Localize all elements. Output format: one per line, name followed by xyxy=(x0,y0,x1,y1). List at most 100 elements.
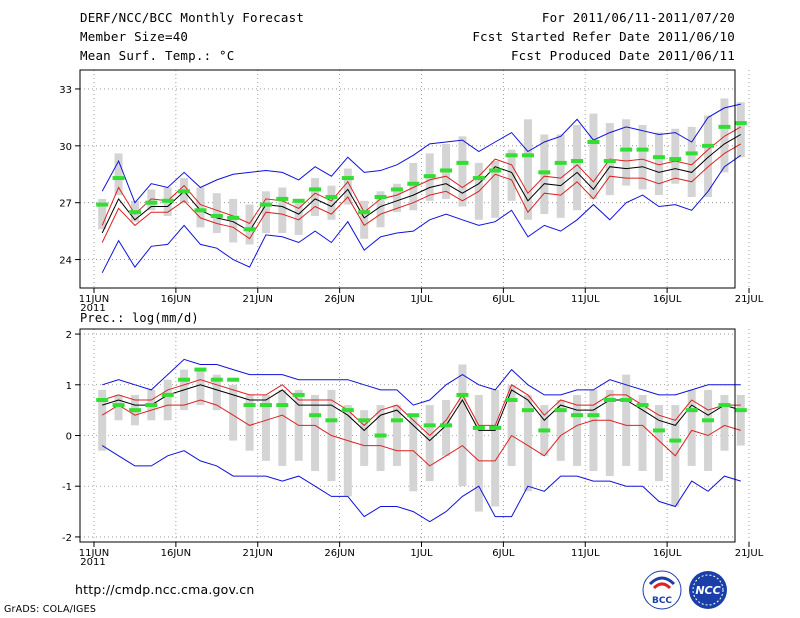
spread-box xyxy=(376,405,385,471)
ensemble-mean-marker xyxy=(128,210,141,215)
spread-box xyxy=(491,160,500,218)
ytick-label: -2 xyxy=(62,533,72,544)
forecast-produced-date: Fcst Produced Date 2011/06/11 xyxy=(510,48,735,63)
ensemble-mean-marker xyxy=(718,403,731,408)
spread-box xyxy=(507,149,516,201)
xtick-label: 11JUN xyxy=(79,294,109,305)
spread-box xyxy=(720,394,729,451)
spread-box xyxy=(360,200,369,239)
forecast-started-date: Fcst Started Refer Date 2011/06/10 xyxy=(472,29,735,44)
ytick-label: 1 xyxy=(66,381,72,392)
ensemble-mean-marker xyxy=(489,425,502,430)
spread-box xyxy=(212,193,221,234)
ensemble-mean-marker xyxy=(243,403,256,408)
spread-box xyxy=(638,394,647,471)
ensemble-mean-marker xyxy=(374,195,387,200)
ytick-label: -1 xyxy=(62,482,72,493)
ensemble-mean-marker xyxy=(603,398,616,402)
variable-label: Mean Surf. Temp.: °C xyxy=(80,48,235,63)
spread-box xyxy=(605,389,614,477)
ensemble-mean-marker xyxy=(472,176,485,181)
spread-box xyxy=(736,394,745,446)
ensemble-mean-marker xyxy=(96,398,109,402)
ytick-label: 0 xyxy=(66,432,72,443)
spread-box xyxy=(409,415,418,492)
spread-box xyxy=(704,115,713,198)
ensemble-mean-marker xyxy=(652,428,665,433)
spread-box xyxy=(343,405,352,497)
ensemble-mean-marker xyxy=(702,418,715,423)
spread-box xyxy=(687,126,696,198)
ensemble-mean-marker xyxy=(636,403,649,408)
ensemble-mean-marker xyxy=(390,418,403,423)
ensemble-mean-marker xyxy=(325,418,338,423)
spread-box xyxy=(425,405,434,482)
ensemble-mean-marker xyxy=(538,170,551,175)
spread-box xyxy=(98,389,107,451)
series-line-p10 xyxy=(101,143,742,243)
source-url[interactable]: http://cmdp.ncc.cma.gov.cn xyxy=(75,582,255,597)
spread-box xyxy=(556,134,565,218)
ensemble-mean-marker xyxy=(718,124,731,129)
spread-box xyxy=(343,168,352,205)
ensemble-mean-marker xyxy=(161,392,174,397)
spread-box xyxy=(622,374,631,466)
xtick-label: 1JUL xyxy=(410,294,433,305)
spread-box xyxy=(147,189,156,211)
ensemble-mean-marker xyxy=(259,202,272,207)
spread-box xyxy=(212,374,221,411)
xtick-label: 26JUN xyxy=(324,548,354,559)
plot-frame xyxy=(79,328,736,543)
spread-box xyxy=(573,124,582,211)
spread-box xyxy=(671,128,680,184)
spread-box xyxy=(245,204,254,245)
series-line-median xyxy=(101,134,742,234)
ensemble-mean-marker xyxy=(702,143,715,148)
spread-box xyxy=(196,187,205,228)
ensemble-mean-marker xyxy=(210,213,223,218)
xtick-label: 16JUN xyxy=(161,294,191,305)
xtick-label: 6JUL xyxy=(492,294,515,305)
spread-box xyxy=(360,410,369,466)
ensemble-mean-marker xyxy=(145,200,158,205)
ensemble-mean-marker xyxy=(276,196,289,201)
ytick-label: 2 xyxy=(66,330,72,341)
ensemble-mean-marker xyxy=(178,189,191,194)
spread-box xyxy=(409,162,418,211)
series-line-max xyxy=(101,154,742,274)
ensemble-mean-marker xyxy=(587,413,600,418)
spread-box xyxy=(196,369,205,406)
spread-box xyxy=(114,153,123,196)
series-line-median xyxy=(102,384,741,442)
spread-box xyxy=(491,389,500,507)
xtick-label: 11JUL xyxy=(571,294,600,305)
ensemble-mean-marker xyxy=(358,210,371,215)
ensemble-mean-marker xyxy=(341,176,354,181)
ensemble-mean-marker xyxy=(603,158,616,163)
ensemble-mean-marker xyxy=(145,403,158,408)
spread-box xyxy=(573,394,582,466)
ensemble-mean-marker xyxy=(571,158,584,163)
spread-box xyxy=(245,394,254,451)
spread-box xyxy=(229,198,238,243)
ensemble-mean-marker xyxy=(407,413,420,418)
chart-panel-precipitation: -2 -1 0 1 2 11JUN 16JUN 21JUN 26JUN 1JUL 6JUL 11JUL… xyxy=(62,328,764,568)
ensemble-mean-marker xyxy=(440,168,453,173)
xtick-year-label: 2011 xyxy=(80,557,105,568)
precip-label: Prec.: log(mm/d) xyxy=(80,311,199,325)
ensemble-mean-marker xyxy=(620,147,633,152)
spread-box xyxy=(523,119,532,220)
xtick-label: 11JUN xyxy=(79,548,109,559)
ensemble-mean-marker xyxy=(112,403,125,408)
ensemble-mean-marker xyxy=(178,377,191,382)
spread-box xyxy=(720,98,729,173)
ensemble-mean-marker xyxy=(292,198,305,203)
ensemble-mean-marker xyxy=(194,208,207,213)
ensemble-mean-marker xyxy=(341,408,354,413)
ensemble-mean-marker xyxy=(292,392,305,397)
ensemble-mean-marker xyxy=(440,423,453,428)
svg-text:BCC: BCC xyxy=(652,596,672,606)
chart-title: DERF/NCC/BCC Monthly Forecast xyxy=(80,10,305,25)
spread-box xyxy=(458,364,467,487)
